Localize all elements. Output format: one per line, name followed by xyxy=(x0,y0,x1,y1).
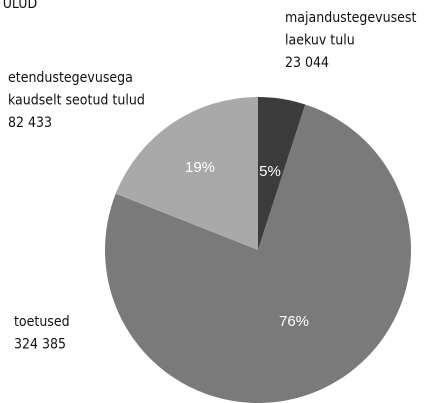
amount-label: 82 433 xyxy=(8,115,52,131)
category-label: etendustegevusega xyxy=(8,70,133,86)
pie-slice xyxy=(115,97,258,250)
amount-label: 23 044 xyxy=(285,55,329,71)
amount-label: 324 385 xyxy=(14,337,66,353)
slice-percent: 76% xyxy=(279,313,309,330)
category-label: majandustegevusest xyxy=(285,10,416,26)
pie-slice xyxy=(258,97,306,250)
slice-percent: 5% xyxy=(259,163,281,180)
category-label: kaudselt seotud tulud xyxy=(8,93,145,109)
category-label: toetused xyxy=(14,314,70,330)
pie-slice xyxy=(105,104,411,403)
chart-title: TULUD xyxy=(0,0,37,12)
category-label: laekuv tulu xyxy=(285,33,355,49)
slice-percent: 19% xyxy=(185,159,215,176)
